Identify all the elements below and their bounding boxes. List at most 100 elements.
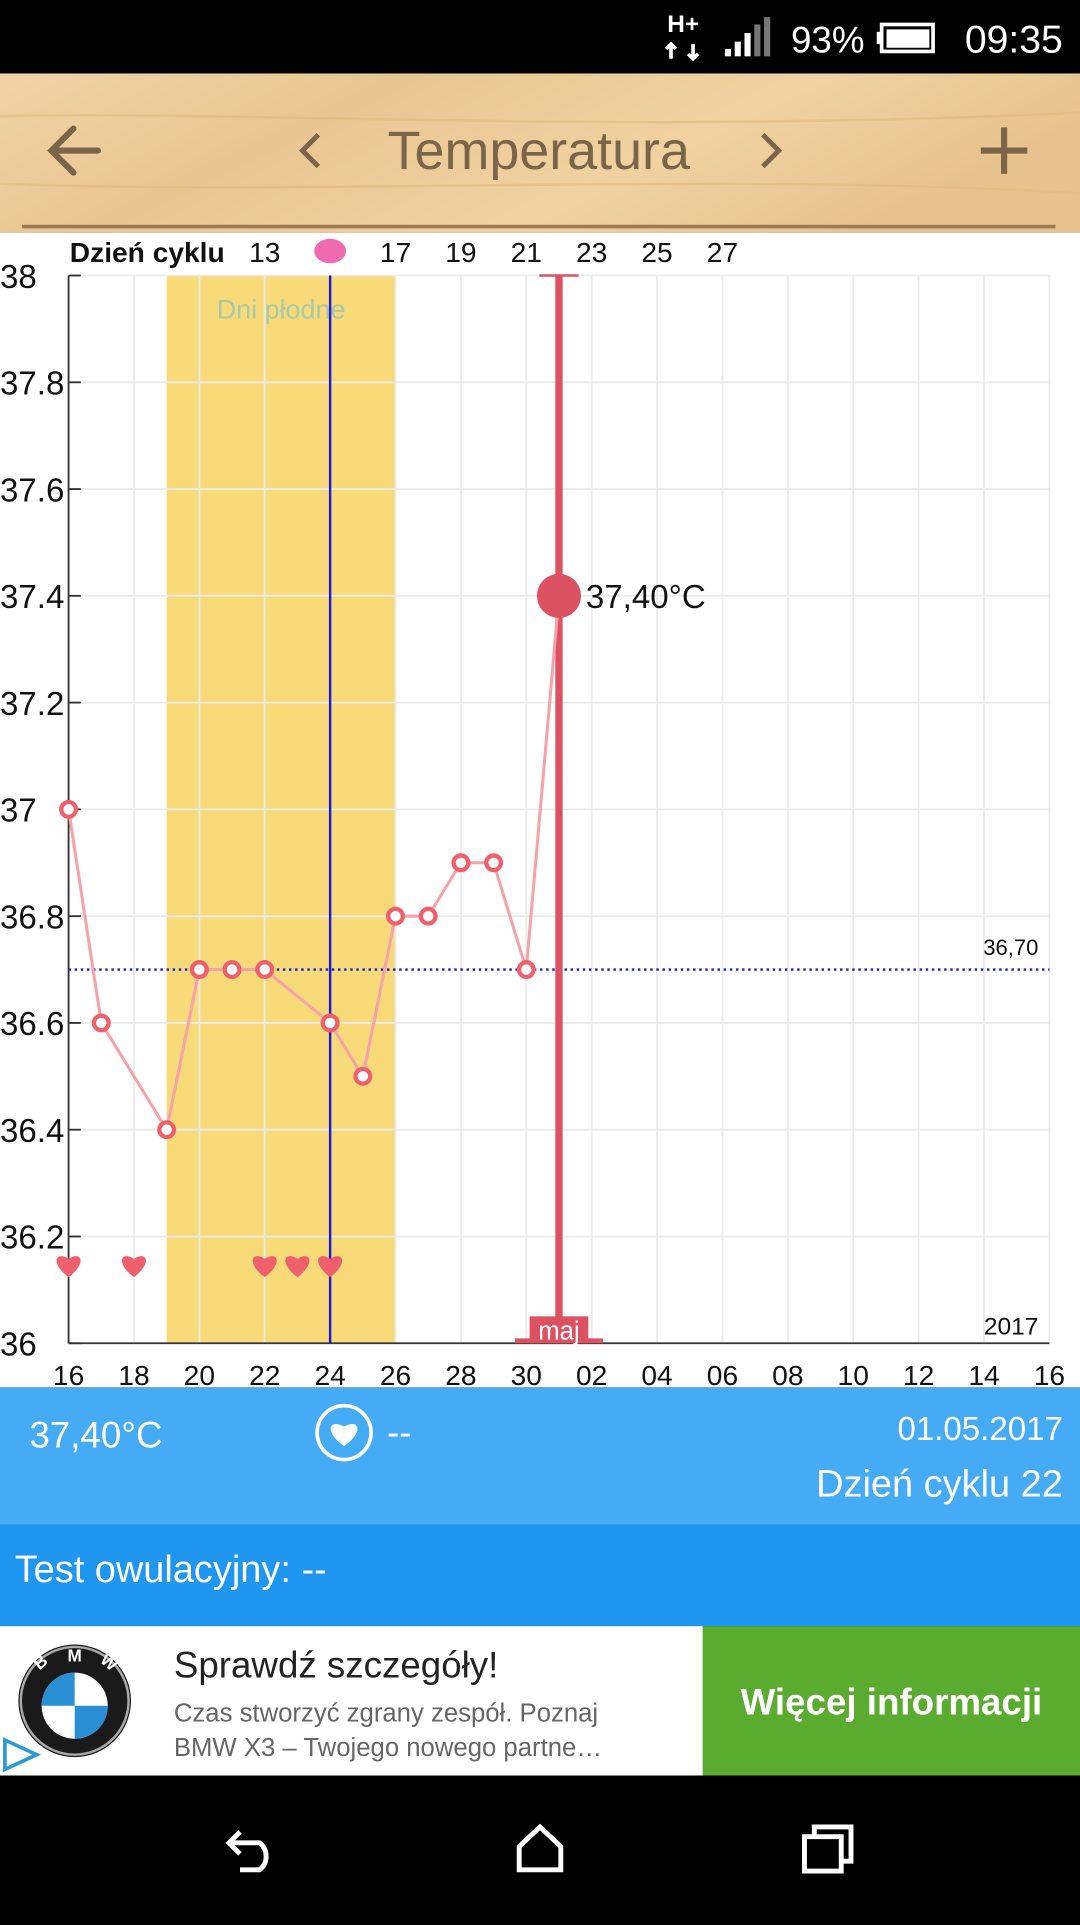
x-tick-label: 22 [249,1360,280,1391]
info-intercourse: -- [387,1412,411,1453]
x2-tick-label: 19 [445,237,476,268]
intercourse-heart [121,1256,146,1278]
temperature-segment [426,861,463,917]
signal-icon [724,17,771,57]
y-tick-label: 37.8 [0,366,64,403]
x-tick-label: 06 [707,1360,738,1391]
temperature-segment [165,969,201,1131]
y-tick-label: 37.6 [0,472,64,509]
value-label: 37,40°C [586,579,706,616]
clock: 09:35 [965,19,1063,62]
x-tick-label: 28 [445,1360,476,1391]
x-tick-label: 20 [184,1360,215,1391]
header [0,73,1080,233]
ad-headline: Sprawdź szczegóły! [174,1645,498,1686]
x-tick-label: 30 [511,1360,542,1391]
temperature-point [484,853,504,873]
ad-body: Czas stworzyć zgrany zespół. Poznaj [174,1700,598,1728]
temperature-point [222,960,242,980]
ovulation-test: Test owulacyjny: -- [15,1549,327,1591]
ad-button[interactable] [702,1626,1080,1776]
battery-icon [876,22,935,54]
x-tick-label: 16 [53,1360,84,1391]
y-tick-label: 36.6 [0,1006,64,1043]
y-tick-label: 37.4 [0,579,64,616]
x-tick-label: 24 [314,1360,345,1391]
temperature-point [418,906,438,926]
temperature-segment [67,809,103,1024]
intercourse-icon [315,1403,373,1462]
x-tick-label: 04 [641,1360,672,1391]
selected-point [536,573,582,618]
reference-line-label: 36,70 [983,935,1038,960]
x2-tick-label: 25 [641,237,672,268]
y-tick-label: 38 [0,259,37,296]
info-cycle-day: Dzień cyklu 22 [816,1463,1063,1505]
nav-home[interactable] [516,1823,564,1873]
temperature-point [157,1120,177,1140]
previous-button[interactable] [298,132,321,169]
x2-tick-label: 23 [576,237,607,268]
x2-tick-label: 17 [380,237,411,268]
navigation-bar [0,1775,1080,1920]
temperature-point [386,906,405,926]
intercourse-heart [285,1256,310,1278]
bmw-logo [18,1644,132,1758]
intercourse-heart [56,1256,81,1278]
temperature-segment [99,1022,168,1131]
logo-letter: M [68,1646,82,1666]
x-tick-label: 02 [576,1360,607,1391]
month-label: maj [538,1318,579,1346]
x2-tick-label: 13 [249,237,280,268]
y-tick-label: 36.8 [0,899,64,936]
x-tick-label: 18 [118,1360,149,1391]
year-label: 2017 [984,1314,1038,1341]
temperature-point [451,853,471,873]
intercourse-heart [252,1256,277,1278]
temperature-point [320,1013,340,1033]
wood-grain [0,111,1080,195]
x-tick-label: 12 [903,1360,934,1391]
y-tick-label: 36.2 [0,1220,64,1257]
x-tick-label: 26 [380,1360,411,1391]
ad-body: BMW X3 – Twojego nowego partne… [174,1734,602,1762]
temperature-segment [263,968,332,1025]
header-title: Temperatura [388,121,690,181]
info-temperature: 37,40°C [29,1414,162,1455]
y-tick-label: 36 [0,1327,37,1364]
ad-button-label: Więcej informacji [741,1681,1043,1722]
intercourse-heart [318,1256,343,1278]
nav-recents[interactable] [802,1824,854,1874]
nav-back[interactable] [225,1830,269,1873]
y-tick-label: 37.2 [0,686,64,723]
back-button[interactable] [47,125,102,176]
ovulation-test-row[interactable] [0,1524,1080,1627]
data-arrows [664,41,700,62]
x-tick-label: 16 [1034,1360,1065,1391]
x2-tick-label: 27 [707,237,738,268]
temperature-segment [492,862,528,970]
x-tick-label: 14 [968,1360,999,1391]
temperature-point [189,960,209,980]
temperature-point [353,1066,373,1086]
temperature-segment [328,1022,365,1078]
temperature-point [516,960,536,980]
x2-tick-label: 21 [511,237,542,268]
x2-axis-label: Dzień cyklu [70,237,225,268]
info-panel [0,1387,1080,1525]
next-button[interactable] [761,132,783,169]
temperature-segment [524,595,561,970]
chart: Dni płodne 36 36.2 36.4 36.6 36.8 37 37.2 37.4 37… [0,237,1065,1391]
temperature-point [255,960,275,980]
temperature-point [91,1013,111,1033]
network-type: H+ [667,11,699,38]
add-button[interactable] [980,127,1028,174]
ad-choices-icon[interactable] [3,1737,42,1773]
y-tick-label: 37 [0,793,37,830]
info-date: 01.05.2017 [897,1411,1062,1448]
temperature-segment [361,915,398,1077]
y-tick-label: 36.4 [0,1113,64,1150]
x-tick-label: 10 [838,1360,869,1391]
